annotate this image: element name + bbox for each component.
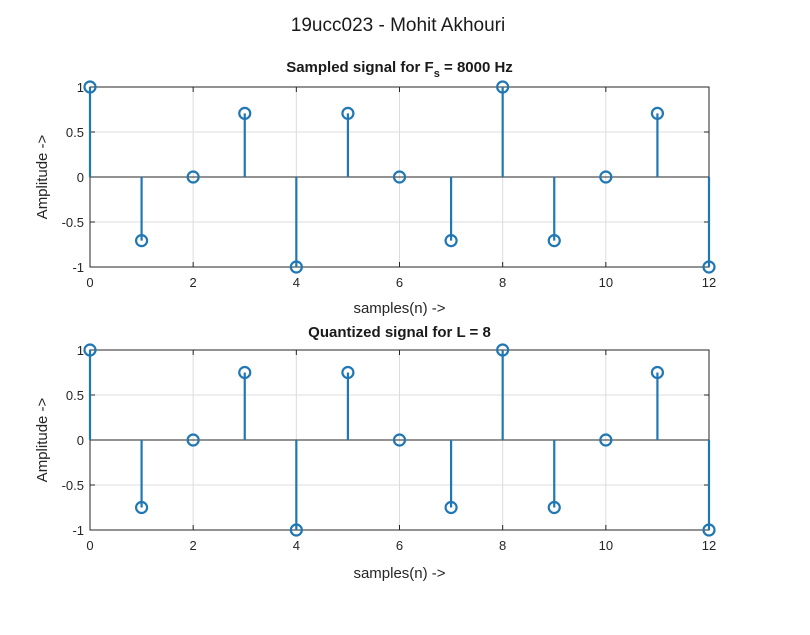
y-tick-label: 0.5 [66, 125, 84, 140]
stem-marker [444, 234, 458, 248]
x-tick-label: 8 [499, 538, 506, 553]
x-tick-label: 2 [190, 275, 197, 290]
y-tick-label: 0.5 [66, 388, 84, 403]
stem-marker [134, 234, 149, 248]
stem-marker [444, 500, 458, 515]
stem-marker [341, 365, 355, 380]
stem-marker [289, 523, 303, 537]
stem-marker [650, 106, 665, 120]
stem-marker [289, 260, 303, 274]
y-tick-label: 0 [77, 433, 84, 448]
x-tick-label: 6 [396, 538, 403, 553]
stem-marker [702, 523, 716, 537]
stem-marker [547, 234, 561, 248]
y-tick-label: -1 [72, 260, 84, 275]
x-tick-label: 4 [293, 275, 300, 290]
stem-marker [238, 106, 252, 120]
stem-marker [599, 170, 613, 184]
stem-marker [238, 365, 252, 380]
stem-marker [83, 80, 97, 94]
x-axis-label: samples(n) -> [353, 565, 445, 582]
stem-marker [547, 500, 561, 515]
stem-marker [599, 433, 613, 447]
stem-marker [702, 260, 716, 274]
stem-marker [496, 343, 510, 357]
x-tick-label: 10 [599, 538, 613, 553]
y-tick-label: 1 [77, 343, 84, 358]
x-tick-label: 12 [702, 275, 716, 290]
stem-marker [186, 170, 200, 184]
y-axis-label: Amplitude -> [34, 397, 51, 482]
x-tick-label: 2 [190, 538, 197, 553]
y-tick-label: -0.5 [62, 478, 84, 493]
x-axis-label: samples(n) -> [353, 300, 445, 317]
x-tick-label: 8 [499, 275, 506, 290]
y-tick-label: 1 [77, 80, 84, 95]
subplot-1: 0 2 4 6 8 10 12 -1 -0.5 0 0.5 1 Sampled signal for F… [34, 59, 716, 317]
y-tick-label: 0 [77, 170, 84, 185]
y-axis-label: Amplitude -> [34, 134, 51, 219]
subplot-title-rest: = 8000 Hz [440, 59, 513, 76]
stem-marker [134, 500, 149, 515]
x-tick-label: 4 [293, 538, 300, 553]
stem-marker [496, 80, 510, 94]
subplot-title-subscript: s [434, 68, 440, 80]
subplot-title-main: Sampled signal for F [286, 59, 434, 76]
y-tick-label: -0.5 [62, 215, 84, 230]
x-tick-label: 12 [702, 538, 716, 553]
stem-marker [392, 170, 407, 184]
stem-marker [83, 343, 97, 357]
x-tick-label: 0 [86, 538, 93, 553]
subplot-title: Sampled signal for Fs = 8000 Hz [286, 59, 513, 80]
x-tick-label: 10 [599, 275, 613, 290]
subplot-2: 0 2 4 6 8 10 12 -1 -0.5 0 0.5 1 Quantized signal for… [34, 324, 716, 582]
figure-suptitle: 19ucc023 - Mohit Akhouri [291, 15, 505, 36]
stem-marker [186, 433, 200, 447]
y-tick-label: -1 [72, 523, 84, 538]
stem-marker [392, 433, 407, 447]
stem-marker [341, 106, 355, 120]
subplot-title-main: Quantized signal for L = 8 [308, 324, 491, 341]
x-tick-label: 6 [396, 275, 403, 290]
x-tick-label: 0 [86, 275, 93, 290]
stem-marker [650, 365, 665, 380]
subplot-title: Quantized signal for L = 8 [308, 324, 491, 341]
